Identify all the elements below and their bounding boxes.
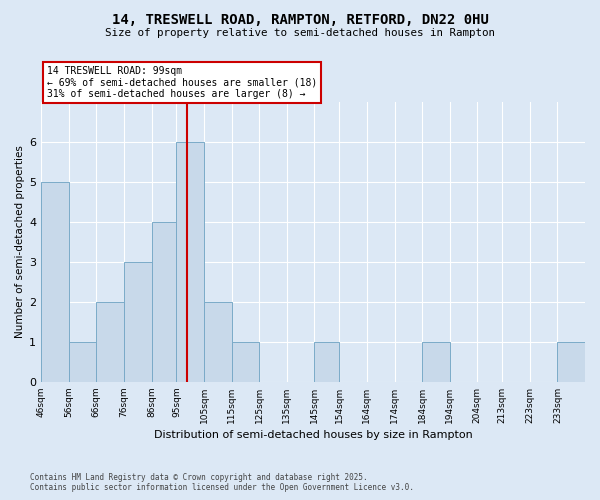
Bar — [557, 342, 585, 382]
Bar — [124, 262, 152, 382]
Bar — [422, 342, 450, 382]
Bar — [176, 142, 204, 382]
Bar — [152, 222, 176, 382]
Text: Contains HM Land Registry data © Crown copyright and database right 2025.
Contai: Contains HM Land Registry data © Crown c… — [30, 473, 414, 492]
Text: Size of property relative to semi-detached houses in Rampton: Size of property relative to semi-detach… — [105, 28, 495, 38]
Text: 14 TRESWELL ROAD: 99sqm
← 69% of semi-detached houses are smaller (18)
31% of se: 14 TRESWELL ROAD: 99sqm ← 69% of semi-de… — [47, 66, 317, 100]
Bar — [204, 302, 232, 382]
Bar — [314, 342, 340, 382]
Bar — [69, 342, 97, 382]
Text: 14, TRESWELL ROAD, RAMPTON, RETFORD, DN22 0HU: 14, TRESWELL ROAD, RAMPTON, RETFORD, DN2… — [112, 12, 488, 26]
X-axis label: Distribution of semi-detached houses by size in Rampton: Distribution of semi-detached houses by … — [154, 430, 472, 440]
Y-axis label: Number of semi-detached properties: Number of semi-detached properties — [15, 146, 25, 338]
Bar — [232, 342, 259, 382]
Bar — [41, 182, 69, 382]
Bar — [97, 302, 124, 382]
